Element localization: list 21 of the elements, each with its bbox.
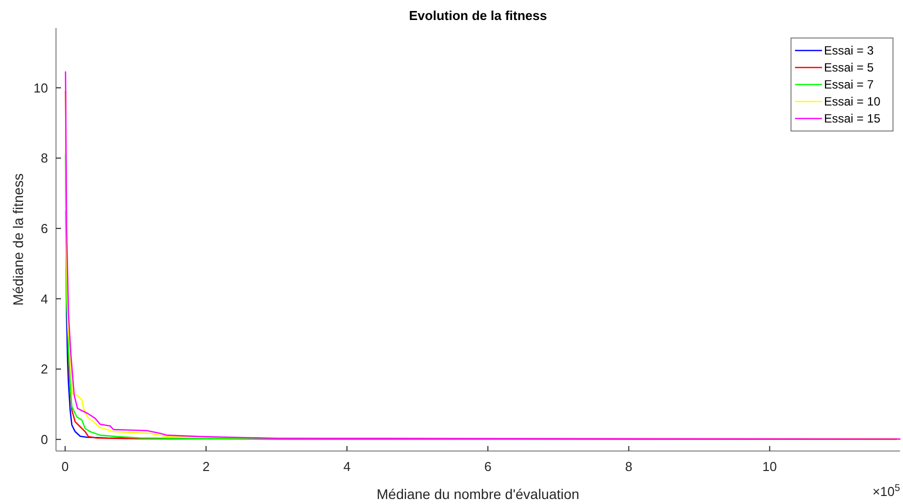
- legend-label: Essai = 10: [824, 94, 881, 109]
- y-tick-label: 2: [40, 362, 48, 377]
- x-tick-label: 10: [762, 459, 777, 474]
- legend-label: Essai = 3: [824, 44, 874, 58]
- x-axis-title: Médiane du nombre d'évaluation: [376, 486, 580, 502]
- y-tick-label: 6: [40, 220, 48, 236]
- y-tick-label: 10: [34, 80, 48, 96]
- legend-label: Essai = 15: [824, 112, 881, 126]
- x-tick-label: 0: [62, 459, 69, 474]
- y-tick-label: 4: [40, 291, 48, 306]
- chart-title: Evolution de la fitness: [409, 8, 547, 23]
- y-axis-title: Médiane de la fitness: [10, 173, 26, 306]
- y-tick-label: 8: [40, 150, 48, 166]
- text: ×10$^{5}$: [872, 482, 901, 499]
- x-tick-label: 2: [202, 459, 210, 474]
- y-tick-label: 0: [40, 432, 48, 447]
- x-tick-label: 6: [484, 459, 492, 474]
- x-tick-label: 4: [343, 459, 351, 474]
- legend-label: Essai = 5: [824, 60, 874, 75]
- legend-label: Essai = 7: [824, 78, 874, 92]
- x-tick-label: 8: [625, 459, 632, 474]
